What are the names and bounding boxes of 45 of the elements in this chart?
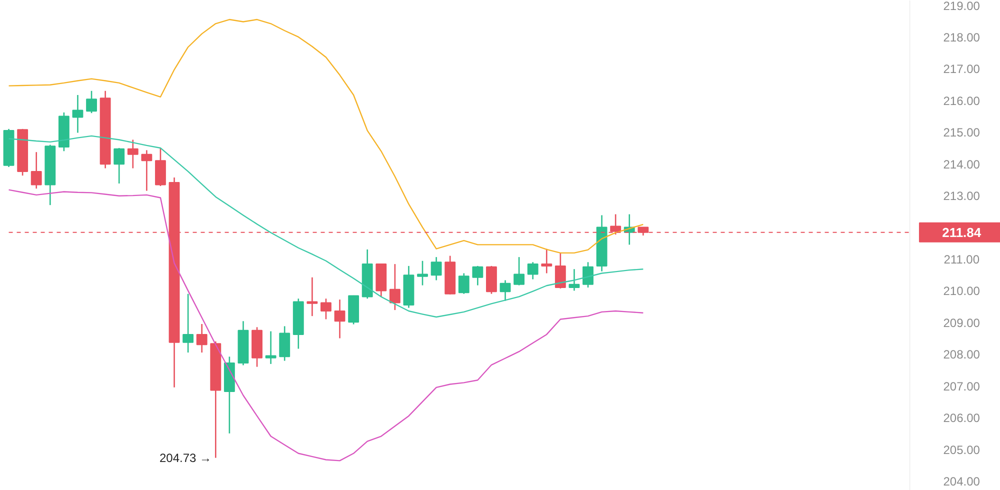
candlestick bbox=[582, 262, 594, 288]
candlestick bbox=[30, 151, 42, 190]
y-tick-label: 208.00 bbox=[943, 348, 980, 362]
y-tick-label: 213.00 bbox=[943, 189, 980, 204]
y-tick-label: 217.00 bbox=[943, 62, 980, 76]
candlestick bbox=[279, 326, 290, 362]
y-tick-label: 214.00 bbox=[943, 157, 980, 172]
candlestick bbox=[306, 276, 318, 317]
candlestick bbox=[568, 268, 580, 292]
y-tick-label: 209.00 bbox=[943, 316, 980, 330]
line-series bbox=[8, 189, 644, 462]
candlestick bbox=[541, 248, 552, 274]
candlestick bbox=[514, 256, 525, 286]
candlestick bbox=[527, 262, 538, 280]
y-tick-label: 219.00 bbox=[943, 0, 980, 13]
candlestick bbox=[127, 139, 138, 169]
candlestick bbox=[182, 293, 194, 354]
y-tick-label: 207.00 bbox=[943, 379, 980, 394]
y-tick-label: 215.00 bbox=[943, 126, 980, 140]
candlestick bbox=[389, 263, 400, 311]
candlestick bbox=[458, 272, 470, 295]
ref-line-label: 211.84 bbox=[942, 224, 982, 240]
candlestick bbox=[334, 298, 346, 339]
line-series bbox=[8, 135, 644, 318]
line-series bbox=[8, 18, 644, 254]
candlestick bbox=[500, 280, 511, 302]
candlestick bbox=[320, 298, 332, 320]
y-tick-label: 204.00 bbox=[943, 474, 980, 488]
candlestick bbox=[114, 147, 125, 184]
candlestick bbox=[72, 94, 84, 134]
candlestick bbox=[430, 256, 442, 281]
y-tick-label: 211.00 bbox=[944, 252, 980, 266]
y-tick-label: 206.00 bbox=[943, 411, 980, 426]
y-tick-label: 218.00 bbox=[943, 30, 980, 44]
candlestick bbox=[472, 265, 484, 286]
candlestick bbox=[196, 323, 208, 354]
annotation: 204.73 → bbox=[159, 450, 212, 465]
y-tick-label: 205.00 bbox=[943, 442, 980, 457]
y-tick-label: 210.00 bbox=[943, 284, 980, 298]
candlestick bbox=[417, 260, 428, 286]
candlestick bbox=[141, 150, 152, 192]
candlestick bbox=[265, 330, 276, 365]
candlestick bbox=[86, 90, 97, 114]
candlestick bbox=[554, 252, 566, 290]
y-tick-label: 216.00 bbox=[943, 94, 980, 108]
